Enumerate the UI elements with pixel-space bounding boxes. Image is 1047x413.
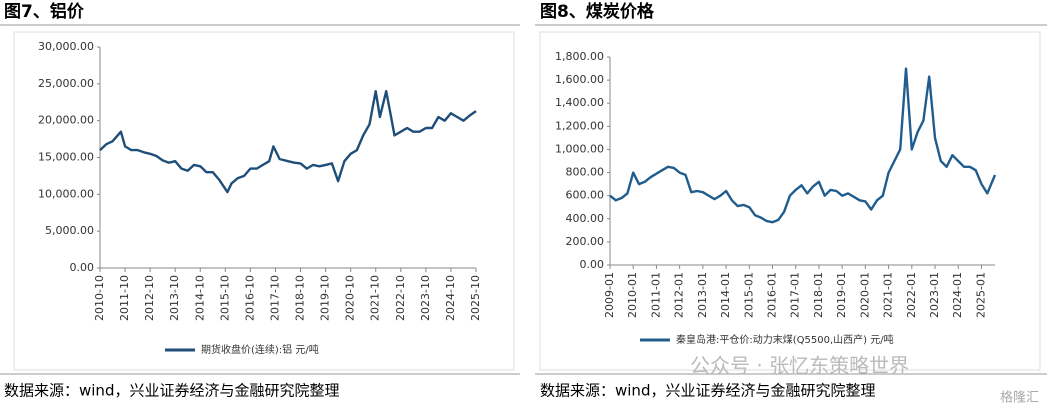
y-tick-label: 1,400.00 bbox=[555, 96, 604, 109]
y-tick-label: 0.00 bbox=[70, 261, 95, 274]
x-tick-label: 2011-10 bbox=[118, 275, 131, 321]
x-tick-label: 2014-01 bbox=[719, 272, 732, 318]
y-tick-label: 1,800.00 bbox=[555, 50, 604, 63]
x-tick-label: 2015-01 bbox=[742, 272, 755, 318]
x-tick-label: 2025-10 bbox=[469, 275, 482, 321]
panel-frame bbox=[13, 31, 515, 371]
y-tick-label: 5,000.00 bbox=[45, 224, 94, 237]
x-tick-label: 2012-10 bbox=[143, 275, 156, 321]
x-tick-label: 2016-01 bbox=[766, 272, 779, 318]
x-tick-label: 2015-10 bbox=[218, 275, 231, 321]
data-line bbox=[609, 67, 997, 224]
source-note: 数据来源：wind，兴业证券经济与金融研究院整理 bbox=[540, 382, 875, 400]
y-tick-label: 0.00 bbox=[580, 258, 605, 271]
x-tick-label: 2021-10 bbox=[369, 275, 382, 321]
x-tick-label: 2024-01 bbox=[951, 272, 964, 318]
x-tick-label: 2012-01 bbox=[673, 272, 686, 318]
y-tick-label: 10,000.00 bbox=[38, 187, 94, 200]
source-note: 数据来源：wind，兴业证券经济与金融研究院整理 bbox=[4, 382, 339, 400]
x-tick-label: 2022-10 bbox=[394, 275, 407, 321]
x-tick-label: 2019-10 bbox=[319, 275, 332, 321]
x-tick-label: 2018-01 bbox=[812, 272, 825, 318]
x-tick-label: 2024-10 bbox=[444, 275, 457, 321]
x-tick-label: 2013-01 bbox=[696, 272, 709, 318]
x-tick-label: 2013-10 bbox=[168, 275, 181, 321]
x-tick-label: 2010-01 bbox=[626, 272, 639, 318]
y-tick-label: 1,200.00 bbox=[555, 119, 604, 132]
logo: 格隆汇 bbox=[1000, 390, 1039, 406]
y-tick-label: 20,000.00 bbox=[38, 114, 94, 127]
x-tick-label: 2025-01 bbox=[974, 272, 987, 318]
x-tick-label: 2009-01 bbox=[603, 272, 616, 318]
x-tick-label: 2020-01 bbox=[858, 272, 871, 318]
chart-title: 图8、煤炭价格 bbox=[540, 1, 655, 22]
legend-label: 期货收盘价(连续):铝 元/吨 bbox=[201, 343, 319, 356]
data-line bbox=[99, 90, 477, 194]
y-tick-label: 600.00 bbox=[566, 189, 605, 202]
legend-label: 秦皇岛港:平仓价:动力末煤(Q5500,山西产) 元/吨 bbox=[676, 333, 894, 346]
x-tick-label: 2016-10 bbox=[243, 275, 256, 321]
x-tick-label: 2022-01 bbox=[905, 272, 918, 318]
panel-frame bbox=[539, 31, 1041, 371]
y-tick-label: 1,000.00 bbox=[555, 142, 604, 155]
y-tick-label: 15,000.00 bbox=[38, 151, 94, 164]
x-tick-label: 2018-10 bbox=[294, 275, 307, 321]
x-tick-label: 2021-01 bbox=[882, 272, 895, 318]
x-tick-label: 2014-10 bbox=[193, 275, 206, 321]
y-tick-label: 400.00 bbox=[566, 212, 605, 225]
x-tick-label: 2023-10 bbox=[419, 275, 432, 321]
x-tick-label: 2011-01 bbox=[649, 272, 662, 318]
x-tick-label: 2023-01 bbox=[928, 272, 941, 318]
x-tick-label: 2019-01 bbox=[835, 272, 848, 318]
y-tick-label: 25,000.00 bbox=[38, 77, 94, 90]
chart-title: 图7、铝价 bbox=[4, 1, 85, 22]
x-tick-label: 2010-10 bbox=[93, 275, 106, 321]
y-tick-label: 1,600.00 bbox=[555, 73, 604, 86]
watermark: 公众号 · 张忆东策略世界 bbox=[690, 354, 909, 378]
y-tick-label: 800.00 bbox=[566, 166, 605, 179]
x-tick-label: 2017-01 bbox=[789, 272, 802, 318]
x-tick-label: 2017-10 bbox=[268, 275, 281, 321]
x-tick-label: 2020-10 bbox=[344, 275, 357, 321]
y-tick-label: 200.00 bbox=[566, 235, 605, 248]
y-tick-label: 30,000.00 bbox=[38, 40, 94, 53]
